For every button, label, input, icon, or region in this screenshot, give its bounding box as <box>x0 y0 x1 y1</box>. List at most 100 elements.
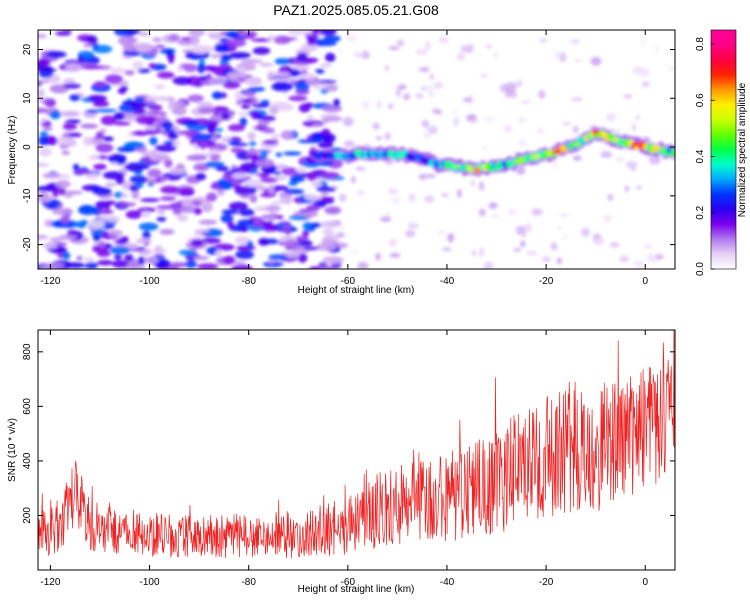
noise-blob-37 <box>138 31 150 37</box>
noise-blob-743 <box>149 136 158 146</box>
noise-blob-443 <box>78 205 97 215</box>
colorbar-tick-label-1: 0.2 <box>695 205 706 219</box>
noise-blob-534 <box>38 34 48 39</box>
noise-blob-542 <box>208 230 221 236</box>
noise-blob-401 <box>49 110 61 120</box>
noise-blob-806 <box>100 115 117 126</box>
noise-blob-927 <box>52 208 74 216</box>
noise-blob-353 <box>59 110 81 117</box>
noise-blob-696 <box>145 95 161 102</box>
noise-blob-53 <box>154 84 165 90</box>
noise-blob-254 <box>634 114 641 121</box>
noise-blob-592 <box>284 188 305 195</box>
top-y-tick-label-3: 10 <box>22 92 33 104</box>
noise-blob-522 <box>109 246 130 255</box>
snr-x-axis-label: Height of straight line (km) <box>298 584 415 595</box>
noise-blob-778 <box>147 168 162 177</box>
noise-blob-738 <box>262 224 281 232</box>
noise-blob-349 <box>537 127 545 134</box>
signal-peak-12 <box>552 149 560 154</box>
noise-blob-692 <box>602 215 613 222</box>
noise-blob-435 <box>104 74 123 84</box>
noise-blob-686 <box>389 252 401 258</box>
noise-blob-520 <box>395 88 401 97</box>
noise-blob-881 <box>96 250 111 257</box>
noise-blob-183 <box>389 198 398 203</box>
colorbar-gradient <box>710 29 737 270</box>
noise-blob-880 <box>141 211 151 219</box>
snr-frame <box>37 329 676 571</box>
noise-blob-710 <box>39 131 49 137</box>
noise-blob-853 <box>228 201 248 211</box>
noise-blob-904 <box>168 101 186 107</box>
noise-blob-375 <box>451 110 458 115</box>
top-x-tick-label-2: -80 <box>241 276 256 287</box>
noise-blob-136 <box>427 89 435 98</box>
noise-blob-902 <box>42 127 54 131</box>
noise-blob-805 <box>320 220 339 229</box>
noise-blob-31 <box>521 99 532 104</box>
colorbar-tick-label-3: 0.6 <box>695 93 706 107</box>
noise-blob-855 <box>187 94 204 103</box>
noise-blob-337 <box>49 237 62 242</box>
noise-blob-541 <box>259 115 276 122</box>
noise-blob-601 <box>88 154 100 161</box>
noise-blob-876 <box>357 189 365 196</box>
signal-peak-14 <box>591 130 600 135</box>
noise-blob-612 <box>288 215 308 221</box>
noise-blob-34 <box>642 81 650 88</box>
noise-blob-519 <box>562 121 572 127</box>
noise-blob-901 <box>268 254 288 261</box>
noise-blob-763 <box>507 208 517 215</box>
noise-blob-447 <box>204 161 225 168</box>
noise-blob-834 <box>493 52 499 59</box>
noise-blob-933 <box>307 137 323 144</box>
noise-blob-61 <box>79 123 99 129</box>
noise-blob-172 <box>397 84 407 90</box>
noise-blob-504 <box>438 37 449 43</box>
noise-blob-650 <box>505 82 517 92</box>
noise-blob-199 <box>110 67 127 74</box>
noise-blob-47 <box>102 136 114 142</box>
noise-blob-873 <box>127 262 140 268</box>
noise-blob-214 <box>525 222 533 233</box>
noise-blob-912 <box>83 257 95 263</box>
noise-blob-824 <box>216 189 225 196</box>
noise-blob-949 <box>251 220 264 228</box>
noise-blob-403 <box>61 150 70 155</box>
noise-blob-445 <box>362 100 370 110</box>
noise-blob-931 <box>244 77 260 86</box>
noise-blob-791 <box>351 175 356 184</box>
noise-blob-946 <box>151 37 163 42</box>
noise-blob-610 <box>262 140 278 145</box>
noise-blob-476 <box>269 105 279 115</box>
noise-blob-303 <box>538 90 546 99</box>
noise-blob-347 <box>295 235 309 242</box>
noise-blob-739 <box>58 234 78 240</box>
noise-blob-417 <box>288 95 308 102</box>
top-x-tick-label-3: -60 <box>341 276 356 287</box>
noise-blob-856 <box>159 196 177 201</box>
noise-blob-848 <box>209 154 221 161</box>
noise-blob-917 <box>42 172 61 179</box>
signal-peak-13 <box>571 142 580 147</box>
noise-blob-938 <box>168 33 180 42</box>
noise-blob-885 <box>137 96 144 103</box>
bot-x-tick-label-4: -40 <box>440 577 455 588</box>
noise-blob-530 <box>556 257 563 265</box>
noise-blob-394 <box>95 108 117 113</box>
noise-blob-615 <box>539 38 548 43</box>
noise-blob-761 <box>622 94 633 99</box>
noise-blob-839 <box>237 67 246 73</box>
spectrogram-x-axis-label: Height of straight line (km) <box>298 285 415 296</box>
noise-blob-897 <box>254 113 264 120</box>
noise-blob-455 <box>375 252 381 261</box>
noise-blob-711 <box>171 106 187 116</box>
noise-blob-10 <box>302 229 309 238</box>
noise-blob-915 <box>93 81 107 88</box>
noise-blob-584 <box>265 205 281 213</box>
noise-blob-773 <box>120 85 129 91</box>
noise-blob-934 <box>231 172 248 180</box>
noise-blob-858 <box>155 44 166 49</box>
noise-blob-926 <box>124 254 134 262</box>
